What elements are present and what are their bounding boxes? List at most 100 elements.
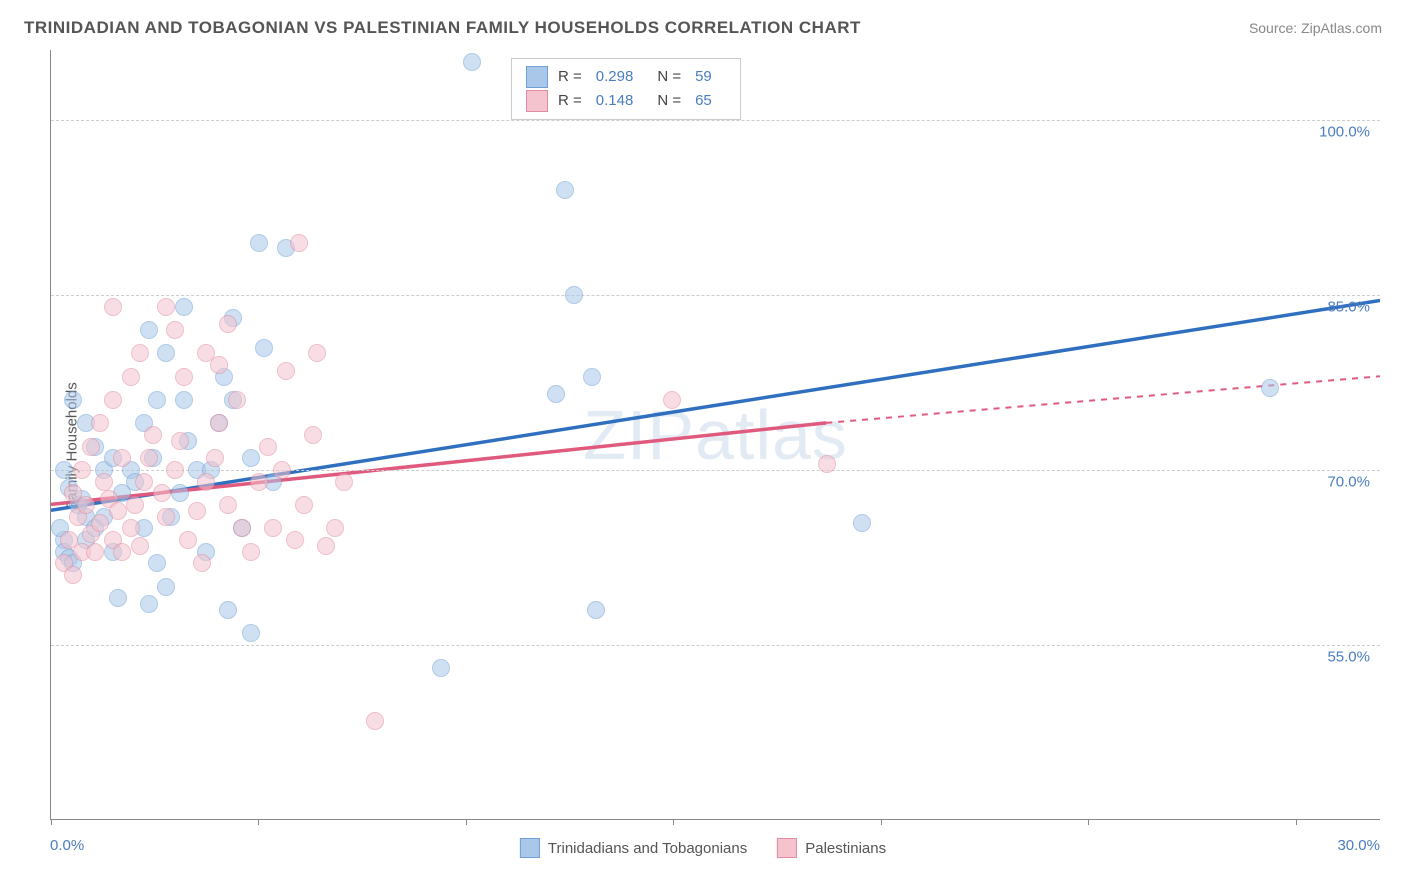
scatter-point [228, 391, 246, 409]
gridline [51, 120, 1380, 121]
gridline [51, 470, 1380, 471]
n-value: 59 [695, 65, 712, 89]
scatter-point [264, 519, 282, 537]
scatter-point [286, 531, 304, 549]
series-legend: Trinidadians and Tobagonians Palestinians [520, 838, 886, 858]
scatter-point [317, 537, 335, 555]
stats-legend-row: R =0.148N =65 [526, 89, 726, 113]
scatter-point [188, 502, 206, 520]
r-value: 0.148 [596, 89, 634, 113]
scatter-point [140, 595, 158, 613]
scatter-point [135, 473, 153, 491]
x-tick [673, 819, 674, 825]
legend-swatch [526, 90, 548, 112]
x-tick [466, 819, 467, 825]
r-value: 0.298 [596, 65, 634, 89]
scatter-point [1261, 379, 1279, 397]
scatter-point [210, 356, 228, 374]
scatter-point [126, 496, 144, 514]
scatter-point [148, 391, 166, 409]
legend-swatch [777, 838, 797, 858]
scatter-point [82, 438, 100, 456]
legend-item: Palestinians [777, 838, 886, 858]
legend-swatch [520, 838, 540, 858]
scatter-point [250, 473, 268, 491]
y-tick-label: 55.0% [1327, 649, 1370, 666]
scatter-point [304, 426, 322, 444]
scatter-point [109, 502, 127, 520]
plot-area: ZIPatlas R =0.298N =59R =0.148N =65 100.… [50, 50, 1380, 820]
scatter-point [547, 385, 565, 403]
scatter-point [91, 514, 109, 532]
scatter-point [219, 601, 237, 619]
scatter-point [308, 344, 326, 362]
stats-legend: R =0.298N =59R =0.148N =65 [511, 58, 741, 120]
gridline [51, 645, 1380, 646]
scatter-point [166, 321, 184, 339]
scatter-point [583, 368, 601, 386]
scatter-point [104, 298, 122, 316]
scatter-point [565, 286, 583, 304]
scatter-point [206, 449, 224, 467]
x-tick [1088, 819, 1089, 825]
x-tick [1296, 819, 1297, 825]
scatter-point [144, 426, 162, 444]
scatter-point [853, 514, 871, 532]
scatter-point [109, 589, 127, 607]
n-label: N = [657, 89, 681, 113]
scatter-point [219, 496, 237, 514]
scatter-point [64, 484, 82, 502]
scatter-point [463, 53, 481, 71]
gridline [51, 295, 1380, 296]
y-tick-label: 100.0% [1319, 124, 1370, 141]
scatter-point [113, 543, 131, 561]
x-axis-min-label: 0.0% [50, 837, 84, 854]
scatter-point [366, 712, 384, 730]
scatter-point [556, 181, 574, 199]
scatter-point [157, 578, 175, 596]
legend-swatch [526, 66, 548, 88]
scatter-point [104, 391, 122, 409]
scatter-point [171, 432, 189, 450]
y-tick-label: 85.0% [1327, 299, 1370, 316]
scatter-point [250, 234, 268, 252]
scatter-point [295, 496, 313, 514]
scatter-point [210, 414, 228, 432]
scatter-point [587, 601, 605, 619]
n-label: N = [657, 65, 681, 89]
scatter-point [179, 531, 197, 549]
scatter-point [122, 368, 140, 386]
scatter-point [148, 554, 166, 572]
x-axis-max-label: 30.0% [1337, 837, 1380, 854]
scatter-point [242, 624, 260, 642]
scatter-point [175, 368, 193, 386]
scatter-point [166, 461, 184, 479]
scatter-point [157, 344, 175, 362]
scatter-point [175, 298, 193, 316]
scatter-point [326, 519, 344, 537]
scatter-point [197, 473, 215, 491]
scatter-point [193, 554, 211, 572]
scatter-point [219, 315, 237, 333]
scatter-point [73, 461, 91, 479]
scatter-point [113, 449, 131, 467]
x-tick [258, 819, 259, 825]
scatter-point [171, 484, 189, 502]
scatter-point [277, 362, 295, 380]
n-value: 65 [695, 89, 712, 113]
scatter-point [273, 461, 291, 479]
scatter-point [140, 321, 158, 339]
scatter-point [140, 449, 158, 467]
scatter-point [95, 473, 113, 491]
scatter-point [242, 449, 260, 467]
scatter-point [290, 234, 308, 252]
scatter-point [153, 484, 171, 502]
scatter-point [233, 519, 251, 537]
scatter-point [259, 438, 277, 456]
scatter-point [432, 659, 450, 677]
watermark: ZIPatlas [583, 395, 848, 475]
scatter-point [242, 543, 260, 561]
scatter-point [335, 473, 353, 491]
legend-label: Trinidadians and Tobagonians [548, 840, 747, 857]
r-label: R = [558, 65, 582, 89]
